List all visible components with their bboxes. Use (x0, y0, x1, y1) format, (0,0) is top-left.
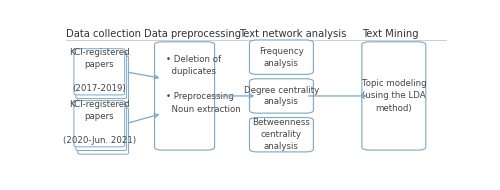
FancyBboxPatch shape (74, 49, 124, 95)
Text: Text network analysis: Text network analysis (240, 29, 347, 39)
Text: Data preprocessing: Data preprocessing (144, 29, 241, 39)
FancyBboxPatch shape (78, 108, 128, 154)
FancyBboxPatch shape (250, 118, 314, 152)
Text: Text Mining: Text Mining (362, 29, 418, 39)
FancyBboxPatch shape (154, 42, 214, 150)
FancyBboxPatch shape (74, 101, 124, 147)
FancyBboxPatch shape (250, 79, 314, 113)
Text: KCI-registered
papers

(2017-2019): KCI-registered papers (2017-2019) (69, 48, 130, 93)
Text: Degree centrality
analysis: Degree centrality analysis (244, 86, 319, 106)
Text: Data collection: Data collection (66, 29, 140, 39)
Text: Betweenness
centrality
analysis: Betweenness centrality analysis (252, 118, 310, 151)
Text: • Deletion of
  duplicates

• Preprocessing
  Noun extraction: • Deletion of duplicates • Preprocessing… (166, 55, 241, 114)
FancyBboxPatch shape (78, 56, 128, 102)
Text: KCI-registered
papers

(2020-Jun. 2021): KCI-registered papers (2020-Jun. 2021) (63, 100, 136, 145)
FancyBboxPatch shape (76, 52, 126, 99)
Text: Topic modeling
(using the LDA
method): Topic modeling (using the LDA method) (362, 79, 426, 113)
FancyBboxPatch shape (76, 104, 126, 150)
Text: Frequency
analysis: Frequency analysis (259, 47, 304, 68)
FancyBboxPatch shape (362, 42, 426, 150)
FancyBboxPatch shape (250, 40, 314, 74)
